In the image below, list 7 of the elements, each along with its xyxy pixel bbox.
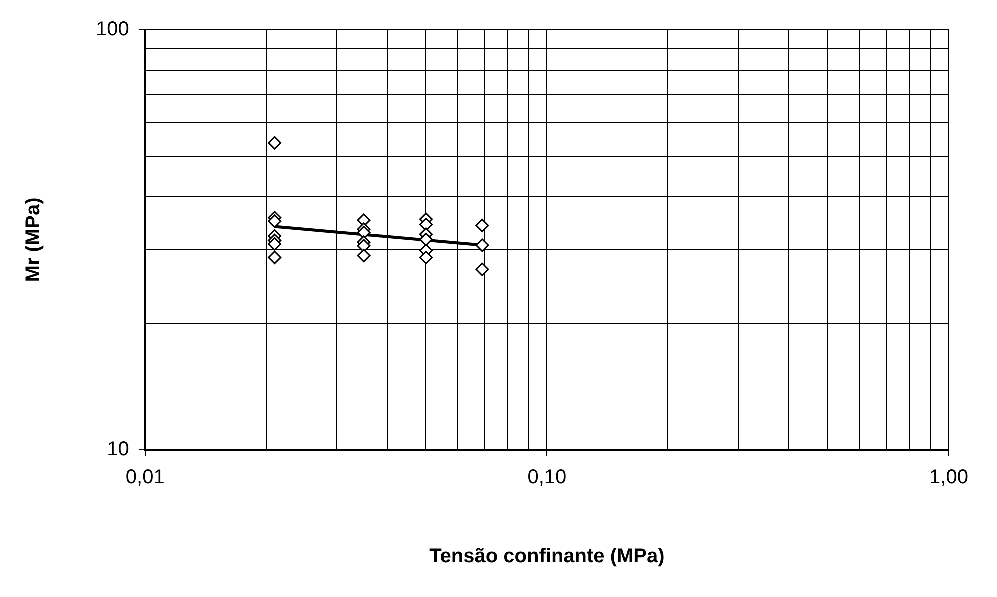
x-tick-label: 0,10: [528, 466, 567, 489]
x-axis-title: Tensão confinante (MPa): [430, 546, 665, 568]
x-tick-label: 1,00: [930, 466, 968, 489]
y-tick-label: 100: [96, 18, 130, 41]
x-tick-label: 0,01: [126, 466, 165, 489]
y-axis-title: Mr (MPa): [22, 198, 45, 282]
y-tick-label: 10: [107, 438, 130, 461]
